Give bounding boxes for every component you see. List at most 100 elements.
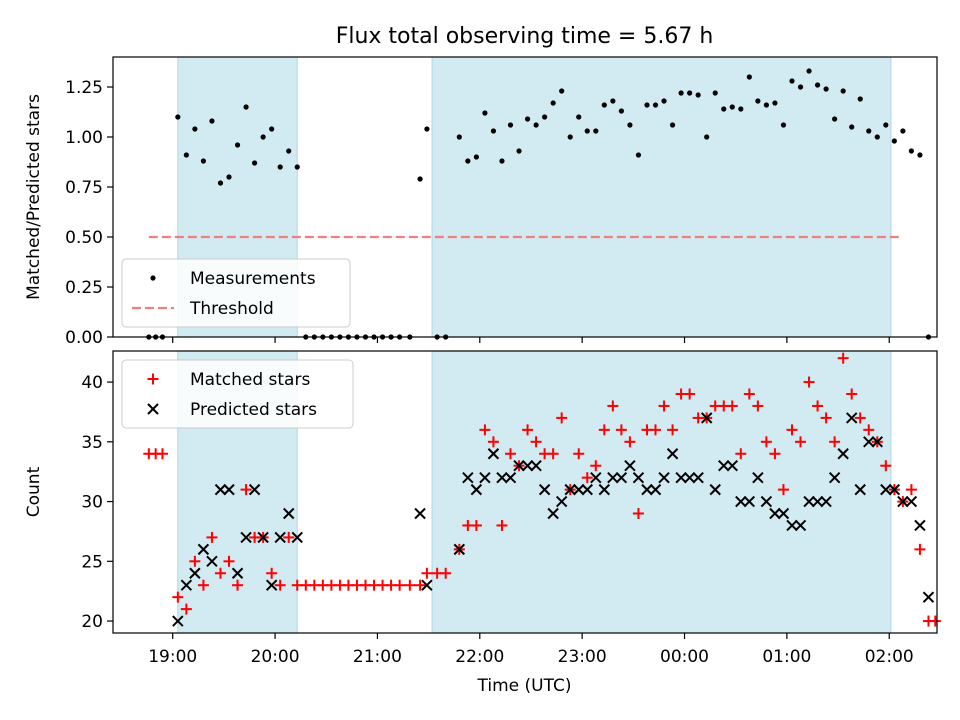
predicted-star-point-b — [462, 471, 474, 484]
measurement-point — [542, 114, 548, 120]
legend: Measurements Threshold — [121, 258, 351, 328]
y-axis-label: Matched/Predicted stars — [24, 94, 44, 300]
measurement-point — [610, 98, 616, 104]
predicted-star-point — [897, 495, 909, 508]
matched-star-point — [743, 388, 755, 400]
legend-entry-label: Measurements — [190, 269, 316, 289]
predicted-star-point-b — [718, 460, 730, 472]
measurement-point — [277, 164, 283, 170]
predicted-star-point — [649, 483, 662, 496]
predicted-star-point — [624, 460, 636, 472]
predicted-star-point-b — [487, 448, 500, 460]
matched-star-point — [214, 567, 226, 579]
predicted-star-point-b — [223, 483, 235, 496]
measurement-point — [908, 148, 915, 154]
predicted-star-point-b — [641, 483, 653, 496]
predicted-star-point-b — [291, 531, 303, 544]
measurement-point — [678, 90, 684, 96]
predicted-star-point — [274, 531, 286, 544]
x-tick-label: 01:00 — [762, 647, 811, 667]
predicted-star-point — [837, 448, 849, 460]
predicted-star-point-b — [248, 483, 261, 496]
matched-star-point — [274, 579, 286, 591]
measurement-point — [456, 134, 462, 140]
x-tick-label: 20:00 — [251, 647, 300, 667]
predicted-star-point-b — [914, 519, 926, 532]
legend-measurement-swatch — [150, 275, 156, 281]
x-tick-label: 23:00 — [558, 647, 607, 667]
measurement-point — [729, 104, 735, 110]
predicted-star-point — [743, 495, 756, 508]
matched-star-point — [812, 400, 824, 412]
predicted-star-point — [607, 471, 619, 484]
predicted-star-point — [189, 567, 201, 579]
predicted-star-point-b — [794, 519, 807, 532]
y-tick-label: 30 — [81, 493, 103, 513]
measurement-point — [849, 124, 855, 130]
matched-star-point — [556, 412, 568, 424]
measurement-point — [507, 122, 514, 128]
predicted-star-point — [414, 507, 426, 520]
predicted-star-point-b — [845, 412, 858, 424]
predicted-star-point — [421, 579, 433, 591]
predicted-star-point-b — [760, 495, 773, 508]
axes-frame — [112, 56, 938, 338]
measurement-point — [704, 134, 710, 140]
matched-star-point — [650, 424, 662, 436]
predicted-star-point — [888, 483, 901, 496]
predicted-star-point-b — [811, 495, 824, 508]
predicted-star-point — [905, 495, 918, 508]
predicted-star-point-b — [709, 483, 721, 496]
predicted-star-point — [769, 507, 781, 520]
predicted-star-point-b — [274, 531, 286, 544]
predicted-star-point-b — [257, 531, 269, 544]
measurement-point — [200, 158, 207, 164]
measurement-point — [593, 128, 599, 134]
predicted-star-point-b — [607, 471, 619, 484]
predicted-star-point-b — [172, 615, 184, 627]
matched-star-point — [786, 424, 798, 436]
predicted-star-point-b — [513, 460, 525, 472]
measurement-point — [499, 158, 505, 164]
measurement-point — [695, 92, 701, 98]
predicted-star-point — [718, 460, 730, 472]
matched-star-point — [404, 579, 416, 591]
predicted-star-point — [922, 591, 935, 603]
measurement-point — [490, 128, 497, 134]
predicted-star-point — [803, 495, 815, 508]
predicted-star-point — [683, 471, 696, 484]
predicted-star-point — [180, 579, 193, 591]
predicted-star-point — [223, 483, 235, 496]
y-tick-label: 0.50 — [65, 228, 103, 248]
matched-star-point — [522, 424, 534, 436]
predicted-star-point-b — [265, 579, 278, 591]
predicted-star-point — [854, 483, 866, 496]
measurement-point — [874, 134, 880, 140]
measurement-point — [891, 138, 897, 144]
predicted-star-point-b — [521, 460, 534, 472]
matched-star-point — [496, 519, 508, 531]
predicted-star-point-b — [189, 567, 201, 579]
chart-title: Flux total observing time = 5.67 h — [336, 24, 714, 49]
predicted-star-point-b — [880, 483, 892, 496]
measurement-point — [175, 114, 181, 120]
matched-star-point — [820, 412, 832, 424]
measurement-point — [772, 100, 778, 106]
measurement-point — [251, 160, 258, 166]
predicted-star-point — [265, 579, 278, 591]
measurement-point — [627, 122, 633, 128]
matched-star-point — [846, 388, 858, 400]
matched-star-point — [197, 579, 209, 591]
measurement-point — [661, 98, 667, 104]
measurement-point — [576, 114, 582, 120]
predicted-star-point — [197, 543, 210, 556]
predicted-star-point — [752, 471, 764, 484]
measurement-point — [618, 108, 624, 114]
predicted-star-point-b — [414, 507, 426, 520]
measurement-point — [857, 96, 863, 102]
predicted-star-point-b — [700, 412, 713, 424]
y-tick-label: 35 — [81, 433, 103, 453]
predicted-star-point-b — [624, 460, 636, 472]
matched-star-point — [394, 579, 406, 591]
